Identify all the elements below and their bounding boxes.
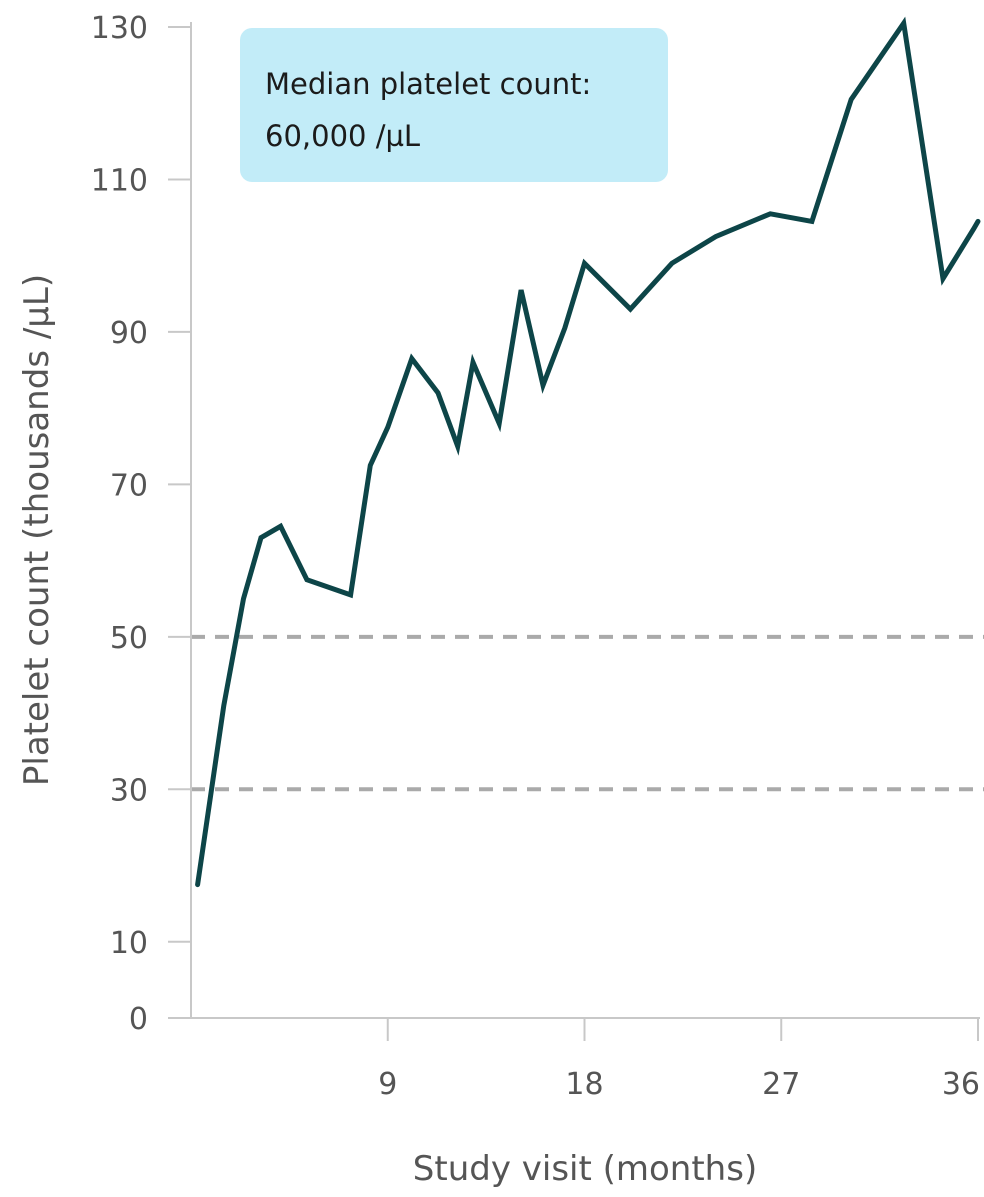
reference-lines (191, 634, 984, 792)
y-tick-label: 10 (110, 926, 148, 961)
callout-line-1: Median platelet count: (265, 67, 592, 101)
x-tick-label: 27 (762, 1067, 800, 1102)
y-tick-label: 90 (110, 316, 148, 351)
y-tick-label: 50 (110, 621, 148, 656)
x-tick-label: 9 (378, 1067, 397, 1102)
series-layer (195, 16, 981, 888)
x-axis-title: Study visit (months) (413, 1149, 757, 1189)
y-tick-label: 70 (110, 468, 148, 503)
x-tick-label: 36 (942, 1067, 980, 1102)
y-axis-title: Platelet count (thousands /µL) (17, 274, 57, 786)
x-ticks: 9 18 27 36 (378, 1018, 980, 1102)
x-tick-label: 18 (565, 1067, 603, 1102)
callout-line-2: 60,000 /µL (265, 119, 421, 153)
series-line-0 (195, 16, 981, 888)
y-tick-label: 30 (110, 773, 148, 808)
y-tick-label: 110 (91, 163, 148, 198)
y-ticks: 0 10 30 50 70 90 110 130 (91, 11, 191, 1037)
median-callout: Median platelet count: 60,000 /µL (240, 28, 668, 182)
y-tick-label: 0 (129, 1002, 148, 1037)
y-tick-label: 130 (91, 11, 148, 46)
